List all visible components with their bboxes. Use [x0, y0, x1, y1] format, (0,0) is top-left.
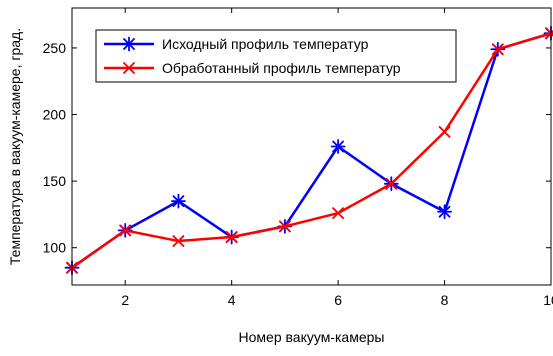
- series-2: [66, 27, 553, 274]
- legend-entry-1: Исходный профиль температур: [104, 36, 369, 52]
- tick-labels: 2 4 6 8 10 100 150 200 250: [43, 40, 553, 308]
- plot-frame: [71, 7, 552, 286]
- x-tick-label: 8: [441, 292, 449, 308]
- axis-ticks: [72, 8, 552, 285]
- y-axis-label: Температура в вакуум-камере, град.: [7, 28, 23, 265]
- marker-stroke: [438, 125, 451, 138]
- legend-label: Обработанный профиль температур: [162, 60, 401, 76]
- x-axis-label: Номер вакуум-камеры: [239, 329, 385, 345]
- data-point: [172, 235, 185, 247]
- data-point: [438, 125, 451, 138]
- legend: Исходный профиль температур Обработанный …: [95, 29, 457, 83]
- data-point: [332, 207, 345, 219]
- legend-marker: [121, 36, 137, 52]
- x-tick-label: 4: [228, 292, 236, 308]
- y-tick-label: 150: [43, 173, 67, 189]
- legend-entry-2: Обработанный профиль температур: [104, 60, 401, 76]
- marker-stroke: [119, 224, 132, 237]
- x-tick-label: 10: [543, 292, 553, 308]
- x-tick-label: 2: [121, 292, 129, 308]
- marker-stroke: [385, 177, 398, 190]
- marker-stroke: [172, 235, 185, 247]
- marker-stroke: [123, 62, 135, 74]
- data-point: [491, 43, 504, 56]
- data-point: [225, 231, 238, 243]
- data-point: [437, 204, 452, 220]
- legend-box: [95, 29, 457, 83]
- data-point: [171, 193, 186, 209]
- marker-stroke: [278, 220, 291, 233]
- legend-entries: Исходный профиль температур Обработанный …: [104, 36, 401, 76]
- series-line: [71, 32, 552, 269]
- series-line: [71, 32, 552, 269]
- y-tick-label: 200: [43, 107, 67, 123]
- data-point: [385, 177, 398, 190]
- marker-stroke: [491, 43, 504, 56]
- data-point: [330, 139, 346, 154]
- legend-label: Исходный профиль температур: [162, 36, 369, 52]
- data-point: [278, 220, 291, 233]
- y-tick-label: 250: [43, 40, 67, 56]
- legend-marker: [123, 62, 135, 74]
- x-tick-label: 6: [334, 292, 342, 308]
- data-point: [119, 224, 132, 237]
- marker-stroke: [225, 231, 238, 243]
- marker-stroke: [332, 207, 345, 219]
- y-tick-label: 100: [43, 240, 67, 256]
